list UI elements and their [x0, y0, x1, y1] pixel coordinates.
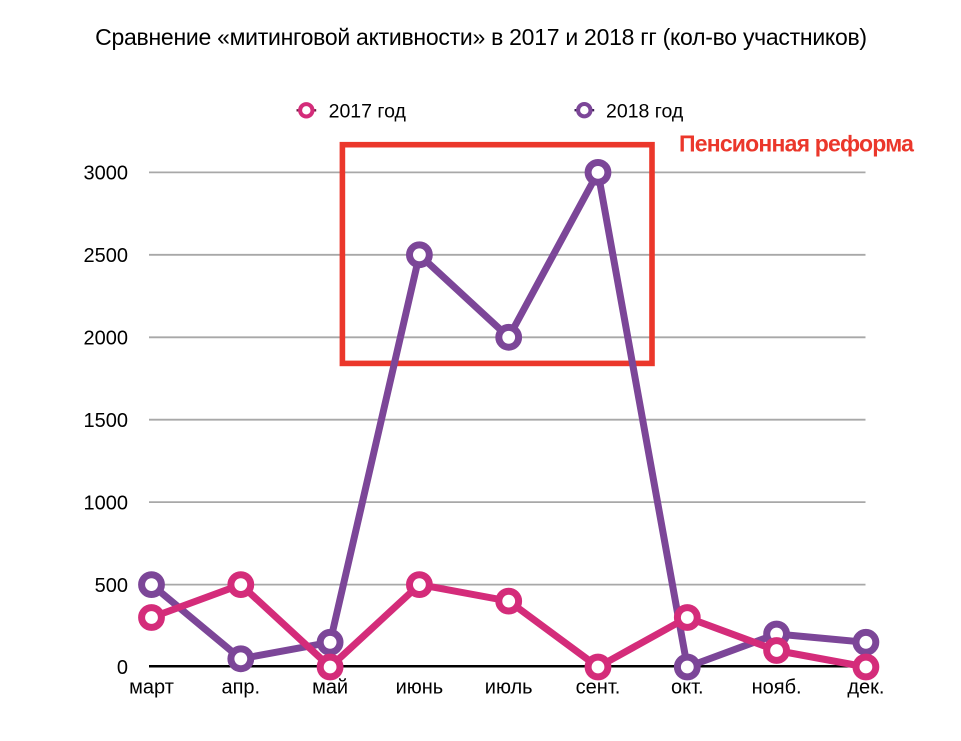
svg-text:апр.: апр. — [221, 677, 260, 699]
svg-text:2000: 2000 — [84, 328, 129, 350]
svg-text:1000: 1000 — [84, 492, 129, 514]
svg-text:июнь: июнь — [396, 677, 444, 699]
svg-text:дек.: дек. — [847, 677, 884, 699]
svg-text:сент.: сент. — [576, 677, 621, 699]
svg-text:нояб.: нояб. — [752, 677, 802, 699]
svg-text:Пенсионная реформа: Пенсионная реформа — [679, 131, 914, 157]
svg-text:май: май — [312, 677, 348, 699]
svg-text:март: март — [129, 677, 174, 699]
svg-text:Сравнение «митинговой активнос: Сравнение «митинговой активности» в 2017… — [95, 24, 867, 50]
svg-text:июль: июль — [485, 677, 533, 699]
svg-text:2500: 2500 — [84, 245, 129, 267]
svg-text:1500: 1500 — [84, 410, 129, 432]
svg-text:0: 0 — [117, 657, 128, 679]
svg-text:500: 500 — [95, 575, 128, 597]
svg-text:окт.: окт. — [671, 677, 704, 699]
svg-text:2017 год: 2017 год — [329, 101, 407, 123]
svg-text:3000: 3000 — [84, 163, 129, 185]
svg-text:2018 год: 2018 год — [606, 101, 684, 123]
